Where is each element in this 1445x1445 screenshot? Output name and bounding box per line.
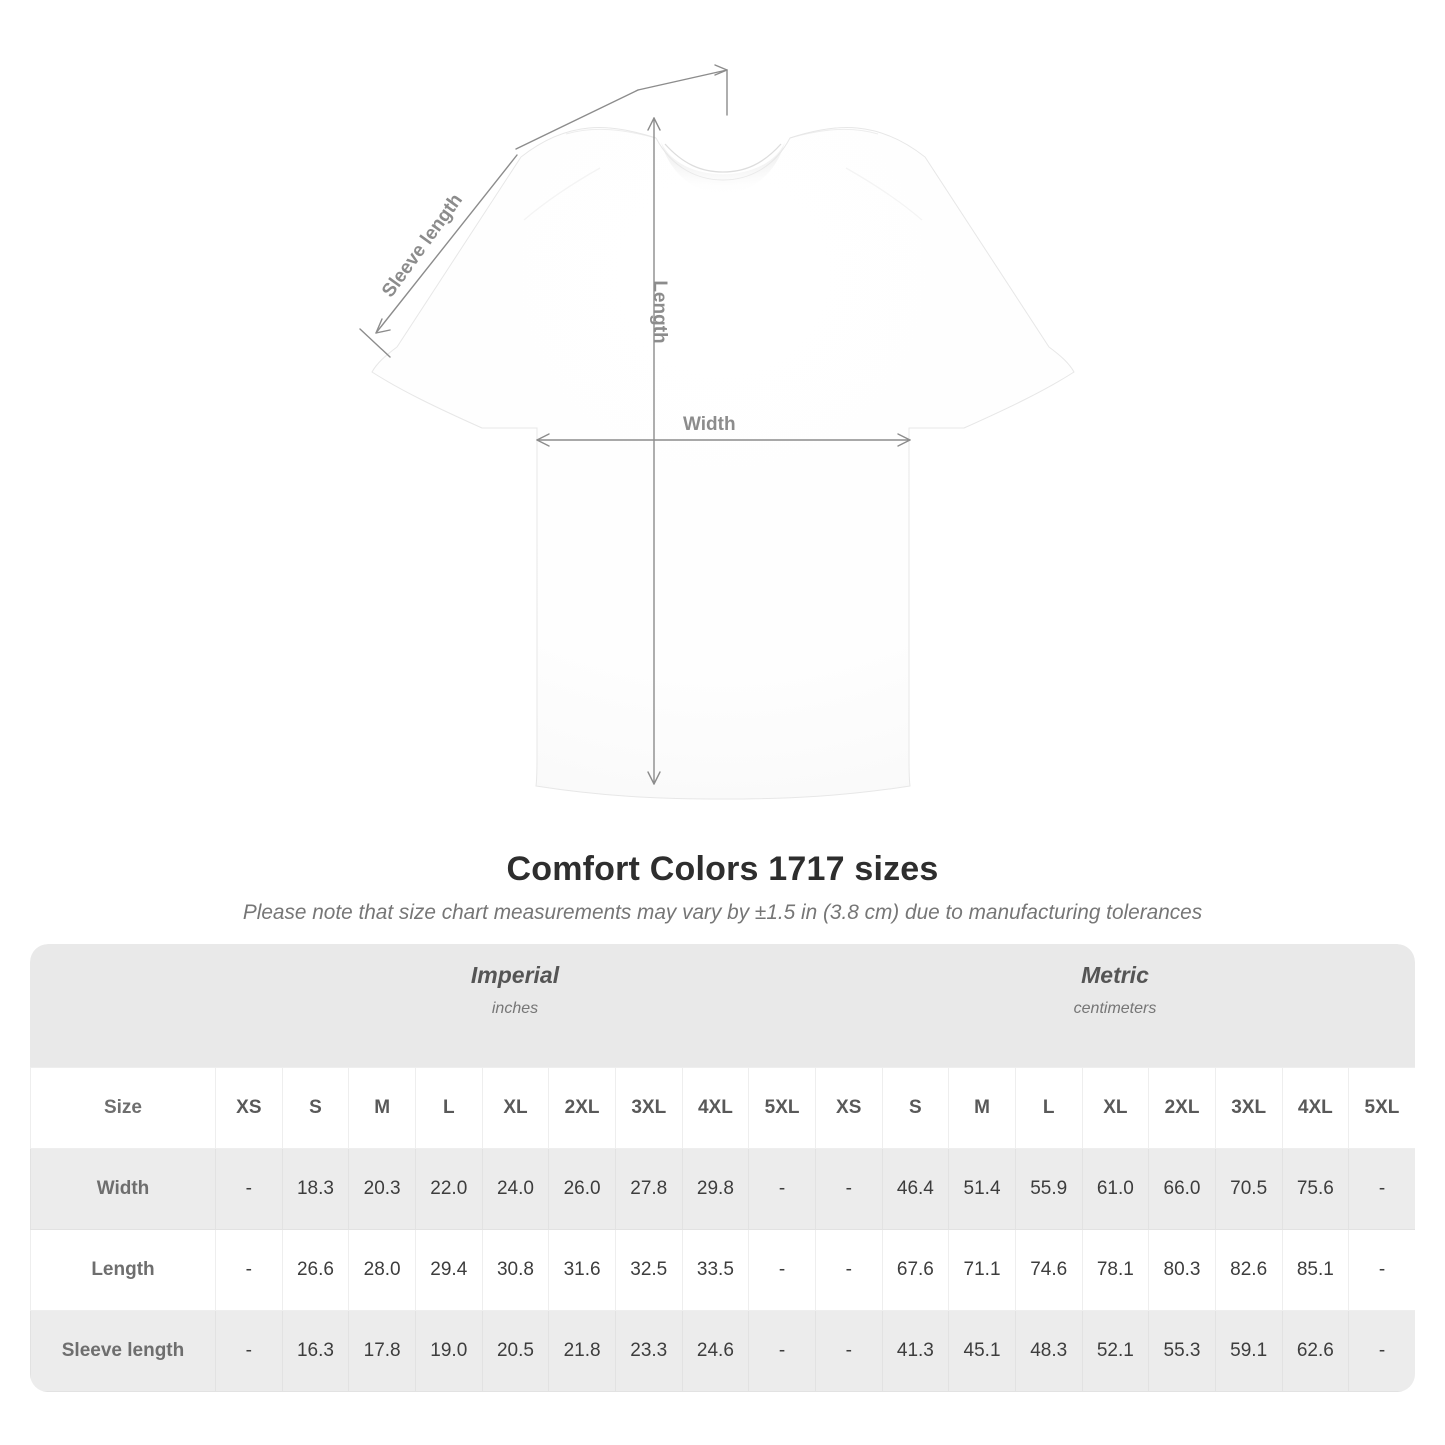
svg-text:Length: Length — [649, 280, 670, 343]
svg-text:Width: Width — [683, 414, 736, 435]
